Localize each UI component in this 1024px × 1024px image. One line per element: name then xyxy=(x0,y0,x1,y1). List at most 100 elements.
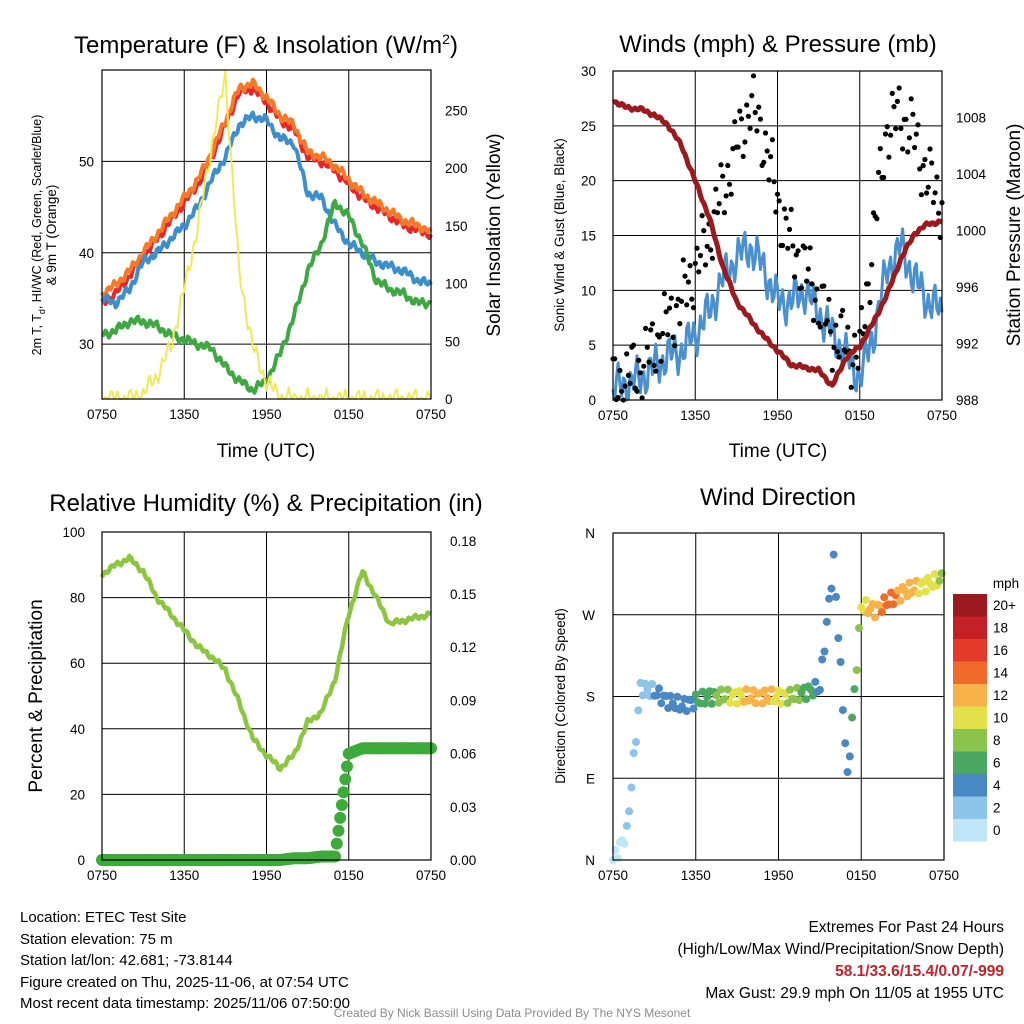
gust-point xyxy=(658,358,664,364)
direction-point xyxy=(921,587,930,596)
wind-ytick-label: 25 xyxy=(581,119,596,134)
precip-ytick-label: 0.03 xyxy=(450,800,476,815)
gust-point xyxy=(660,330,666,337)
direction-point xyxy=(767,685,776,694)
gust-point xyxy=(718,162,724,168)
gust-point xyxy=(643,325,649,331)
gust-point xyxy=(900,146,906,152)
gust-point xyxy=(723,193,729,199)
pressure-ytick-label: 1004 xyxy=(956,167,987,182)
gust-point xyxy=(810,317,817,323)
gust-point xyxy=(790,243,796,249)
gust-point xyxy=(824,318,830,324)
gust-point xyxy=(631,342,637,348)
direction-ytick-label: S xyxy=(586,690,595,705)
direction-point xyxy=(638,691,647,700)
direction-point xyxy=(625,807,634,816)
direction-point xyxy=(818,655,827,664)
legend-swatch xyxy=(953,796,987,819)
direction-point xyxy=(834,634,843,643)
gust-point xyxy=(644,344,650,350)
gust-point xyxy=(831,344,837,351)
direction-ytick-label: E xyxy=(586,771,595,786)
wind-direction-xtick-label: 1350 xyxy=(681,868,711,883)
gust-point xyxy=(834,349,841,355)
gust-point xyxy=(927,146,933,152)
direction-point xyxy=(712,691,721,700)
temperature-xlabel: Time (UTC) xyxy=(217,441,316,462)
gust-point xyxy=(701,228,707,234)
insolation-ytick-label: 250 xyxy=(445,103,468,118)
humidity-xtick-label: 0750 xyxy=(416,868,446,883)
precip-ytick-label: 0.15 xyxy=(450,587,476,602)
legend-swatch xyxy=(953,729,987,752)
gust-point xyxy=(792,274,798,280)
pressure-ytick-label: 1008 xyxy=(956,111,986,126)
gust-point xyxy=(903,116,909,122)
gust-point xyxy=(848,384,854,390)
legend-label: 18 xyxy=(993,621,1008,636)
gust-point xyxy=(889,90,895,96)
winds-frame xyxy=(612,70,943,401)
gust-point xyxy=(814,286,820,292)
direction-point xyxy=(930,570,939,579)
gust-point xyxy=(677,321,683,327)
gust-point xyxy=(648,327,654,333)
gust-point xyxy=(855,365,861,371)
legend-label: 14 xyxy=(993,666,1009,681)
gust-point xyxy=(665,332,671,338)
temperature-ytick-label: 30 xyxy=(79,337,94,352)
ylabel-part: 2m T, T xyxy=(30,314,44,356)
gust-point xyxy=(641,363,647,369)
temperature-xtick-label: 1950 xyxy=(251,407,281,422)
wind-ytick-label: 20 xyxy=(581,174,596,189)
gust-point xyxy=(821,283,827,289)
legend-swatch xyxy=(953,639,987,662)
gust-point xyxy=(865,281,871,287)
wind-direction-frame xyxy=(612,532,945,861)
gust-point xyxy=(920,163,926,169)
precip-point xyxy=(330,837,343,850)
humidity-xtick-label: 1950 xyxy=(251,868,281,883)
gust-point xyxy=(738,116,745,122)
gust-point xyxy=(735,144,741,150)
gust-point xyxy=(874,216,880,222)
legend-label: 6 xyxy=(993,756,1001,771)
ylabel-sub: d xyxy=(37,309,47,314)
direction-point xyxy=(871,613,879,622)
wind-direction-points xyxy=(609,550,946,864)
gust-point xyxy=(908,96,914,102)
legend-swatch xyxy=(953,751,987,774)
precip-point xyxy=(332,824,345,837)
gust-point xyxy=(934,174,940,180)
direction-point xyxy=(843,768,852,777)
gust-point xyxy=(776,198,782,204)
gust-point xyxy=(905,149,911,155)
recent-text: Most recent data timestamp: 2025/11/06 0… xyxy=(20,995,350,1012)
direction-point xyxy=(629,749,638,758)
gust-point xyxy=(709,255,716,261)
gust-point xyxy=(877,146,883,152)
gust-point xyxy=(680,257,686,263)
gust-point xyxy=(756,104,762,110)
gust-point xyxy=(649,321,656,327)
direction-point xyxy=(758,699,767,708)
humidity-ytick-label: 60 xyxy=(70,656,85,671)
gust-point xyxy=(829,367,835,373)
pressure-ylabel: Station Pressure (Maroon) xyxy=(1004,124,1024,347)
location-text: Location: ETEC Test Site xyxy=(20,909,187,926)
gust-point xyxy=(812,297,818,303)
gust-point xyxy=(750,73,757,79)
gust-point xyxy=(663,309,669,315)
direction-point xyxy=(815,685,824,694)
gust-point xyxy=(745,113,752,119)
gust-point xyxy=(687,263,693,269)
wind-ytick-label: 15 xyxy=(581,229,596,244)
gust-point xyxy=(692,260,698,266)
humidity-ytick-label: 40 xyxy=(70,722,85,737)
direction-point xyxy=(786,685,794,694)
gust-point xyxy=(817,324,823,330)
direction-point xyxy=(689,704,698,713)
gust-point xyxy=(925,184,931,190)
